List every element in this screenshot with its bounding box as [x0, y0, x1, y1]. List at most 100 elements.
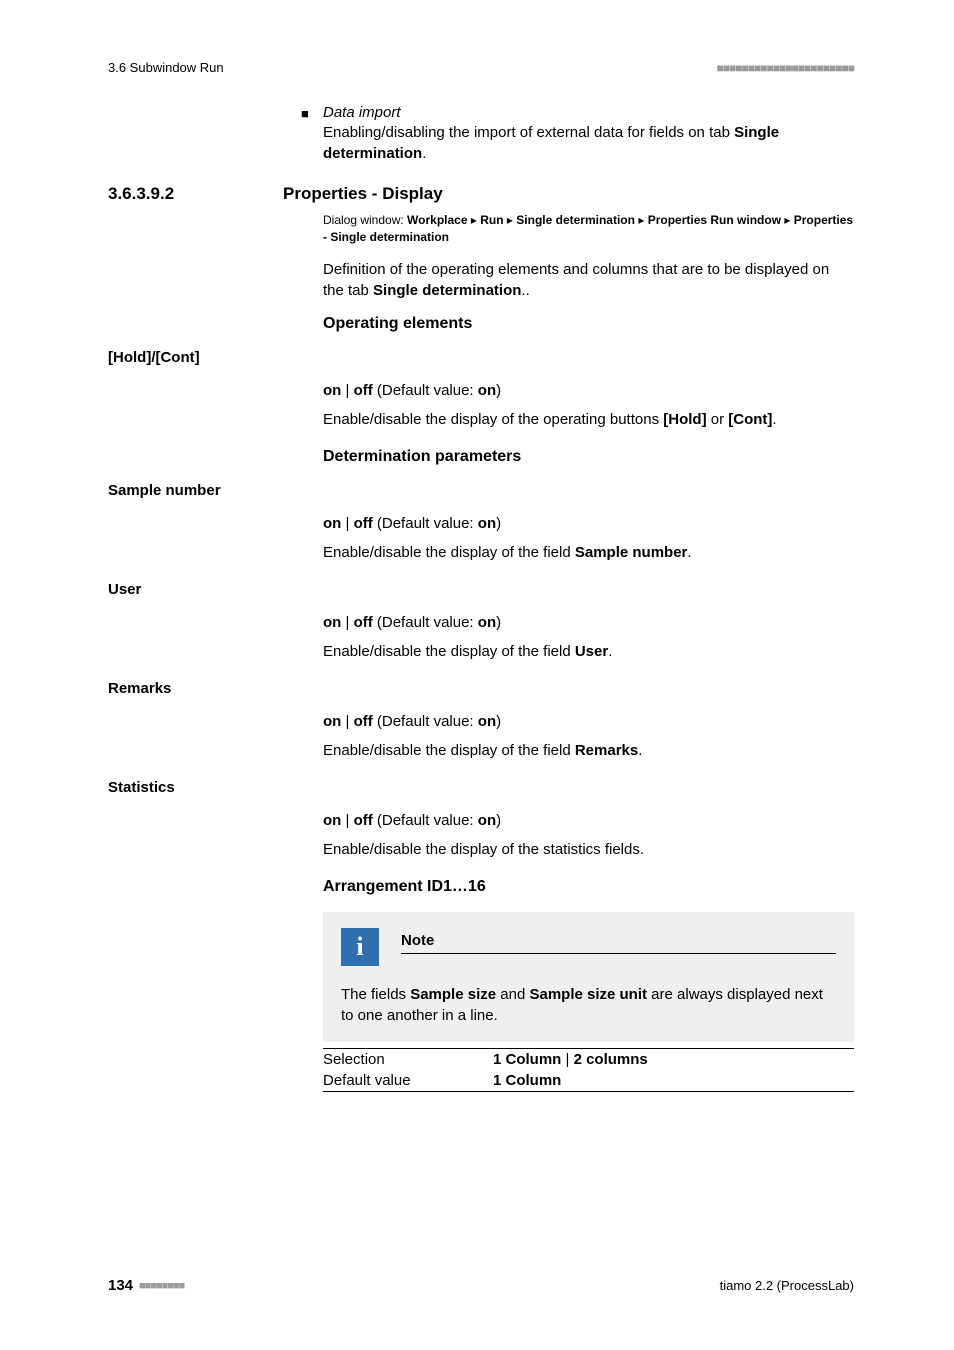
v-dp: (Default value: — [373, 382, 478, 399]
param-remarks-body: on | off (Default value: on) Enable/disa… — [323, 713, 854, 761]
body-bold: Single determination — [373, 282, 521, 299]
param-remarks-desc: Enable/disable the display of the field … — [323, 740, 854, 761]
dialog-p3: Properties Run window — [648, 213, 781, 227]
d-b2: [Cont] — [728, 411, 772, 428]
param-label-user: User — [108, 581, 854, 598]
d-b1: [Hold] — [663, 411, 706, 428]
v-off: off — [354, 382, 373, 399]
footer-right: tiamo 2.2 (ProcessLab) — [720, 1278, 854, 1293]
param-label-hold: [Hold]/[Cont] — [108, 349, 854, 366]
header-right-dashes: ■■■■■■■■■■■■■■■■■■■■■■ — [717, 61, 854, 75]
footer-page-number: 134 — [108, 1277, 133, 1294]
param-user-value: on | off (Default value: on) — [323, 614, 854, 631]
content: ■ Data import Enabling/disabling the imp… — [108, 103, 854, 1092]
bullet-title: Data import — [323, 104, 401, 121]
bullet-row: ■ Data import Enabling/disabling the imp… — [301, 103, 854, 164]
u-dv: on — [478, 614, 496, 631]
param-sn-body: on | off (Default value: on) Enable/disa… — [323, 515, 854, 563]
info-icon-glyph: i — [356, 934, 363, 960]
st-de: ) — [496, 812, 501, 829]
nb-b2: Sample size unit — [529, 986, 647, 1003]
page-header: 3.6 Subwindow Run ■■■■■■■■■■■■■■■■■■■■■■ — [108, 60, 854, 75]
r-on: on — [323, 713, 341, 730]
section-number: 3.6.3.9.2 — [108, 184, 283, 204]
param-stats-body: on | off (Default value: on) Enable/disa… — [323, 812, 854, 1092]
u-d-pre: Enable/disable the display of the field — [323, 643, 575, 660]
nb-mid: and — [496, 986, 529, 1003]
param-user: User on | off (Default value: on) Enable… — [108, 581, 854, 662]
d-post: . — [772, 411, 776, 428]
d-mid: or — [707, 411, 729, 428]
sn-de: ) — [496, 515, 501, 532]
default-value: 1 Column — [493, 1072, 854, 1089]
info-icon: i — [341, 928, 379, 966]
arrow3: ▸ — [784, 213, 790, 227]
param-label-sn: Sample number — [108, 482, 854, 499]
st-dp: (Default value: — [373, 812, 478, 829]
nb-b1: Sample size — [410, 986, 496, 1003]
row-selection: Selection 1 Column | 2 columns — [323, 1049, 854, 1070]
param-hold-desc: Enable/disable the display of the operat… — [323, 409, 854, 430]
note-body: The fields Sample size and Sample size u… — [341, 984, 836, 1026]
param-hold-body: on | off (Default value: on) Enable/disa… — [323, 382, 854, 466]
r-sep: | — [341, 713, 353, 730]
nb-pre: The fields — [341, 986, 410, 1003]
dialog-path: Dialog window: Workplace ▸ Run ▸ Single … — [323, 212, 854, 247]
param-stats-value: on | off (Default value: on) — [323, 812, 854, 829]
st-dv: on — [478, 812, 496, 829]
bullet-marker: ■ — [301, 103, 323, 164]
dialog-label: Dialog window: — [323, 213, 407, 227]
arrow1: ▸ — [507, 213, 513, 227]
param-user-body: on | off (Default value: on) Enable/disa… — [323, 614, 854, 662]
arrow2: ▸ — [638, 213, 644, 227]
st-on: on — [323, 812, 341, 829]
param-label-remarks: Remarks — [108, 680, 854, 697]
row-default: Default value 1 Column — [323, 1070, 854, 1091]
dialog-p0: Workplace — [407, 213, 467, 227]
section-body: Dialog window: Workplace ▸ Run ▸ Single … — [323, 212, 854, 333]
u-on: on — [323, 614, 341, 631]
param-hold-cont: [Hold]/[Cont] on | off (Default value: o… — [108, 349, 854, 466]
note-header-row: i Note — [341, 928, 836, 966]
param-hold-value: on | off (Default value: on) — [323, 382, 854, 399]
default-label: Default value — [323, 1072, 493, 1089]
r-d-b: Remarks — [575, 742, 638, 759]
d-pre: Enable/disable the display of the operat… — [323, 411, 663, 428]
section-title: Properties - Display — [283, 184, 443, 204]
sn-d-post: . — [687, 544, 691, 561]
u-d-post: . — [608, 643, 612, 660]
sel-opt1: 1 Column — [493, 1051, 561, 1068]
v-dv: on — [478, 382, 496, 399]
param-remarks-value: on | off (Default value: on) — [323, 713, 854, 730]
dialog-p2: Single determination — [516, 213, 635, 227]
sel-sep: | — [561, 1051, 573, 1068]
v-sep: | — [341, 382, 353, 399]
footer-dashes: ■■■■■■■■ — [139, 1280, 184, 1292]
sn-dp: (Default value: — [373, 515, 478, 532]
r-d-post: . — [638, 742, 642, 759]
param-label-stats: Statistics — [108, 779, 854, 796]
sn-dv: on — [478, 515, 496, 532]
arrangement-heading: Arrangement ID1…16 — [323, 878, 854, 896]
note-box: i Note The fields Sample size and Sample… — [323, 912, 854, 1042]
page: 3.6 Subwindow Run ■■■■■■■■■■■■■■■■■■■■■■… — [0, 0, 954, 1350]
intro-bullet-block: ■ Data import Enabling/disabling the imp… — [301, 103, 854, 164]
param-sample-number: Sample number on | off (Default value: o… — [108, 482, 854, 563]
selection-value: 1 Column | 2 columns — [493, 1051, 854, 1068]
sn-off: off — [354, 515, 373, 532]
param-statistics: Statistics on | off (Default value: on) … — [108, 779, 854, 1092]
u-sep: | — [341, 614, 353, 631]
r-d-pre: Enable/disable the display of the field — [323, 742, 575, 759]
note-title-wrap: Note — [401, 928, 836, 954]
st-off: off — [354, 812, 373, 829]
operating-elements-heading: Operating elements — [323, 315, 854, 333]
param-sn-value: on | off (Default value: on) — [323, 515, 854, 532]
v-de: ) — [496, 382, 501, 399]
section-heading: 3.6.3.9.2 Properties - Display — [108, 184, 854, 204]
u-dp: (Default value: — [373, 614, 478, 631]
sn-sep: | — [341, 515, 353, 532]
u-de: ) — [496, 614, 501, 631]
properties-table: Selection 1 Column | 2 columns Default v… — [323, 1048, 854, 1092]
section-body-para: Definition of the operating elements and… — [323, 259, 854, 301]
st-sep: | — [341, 812, 353, 829]
